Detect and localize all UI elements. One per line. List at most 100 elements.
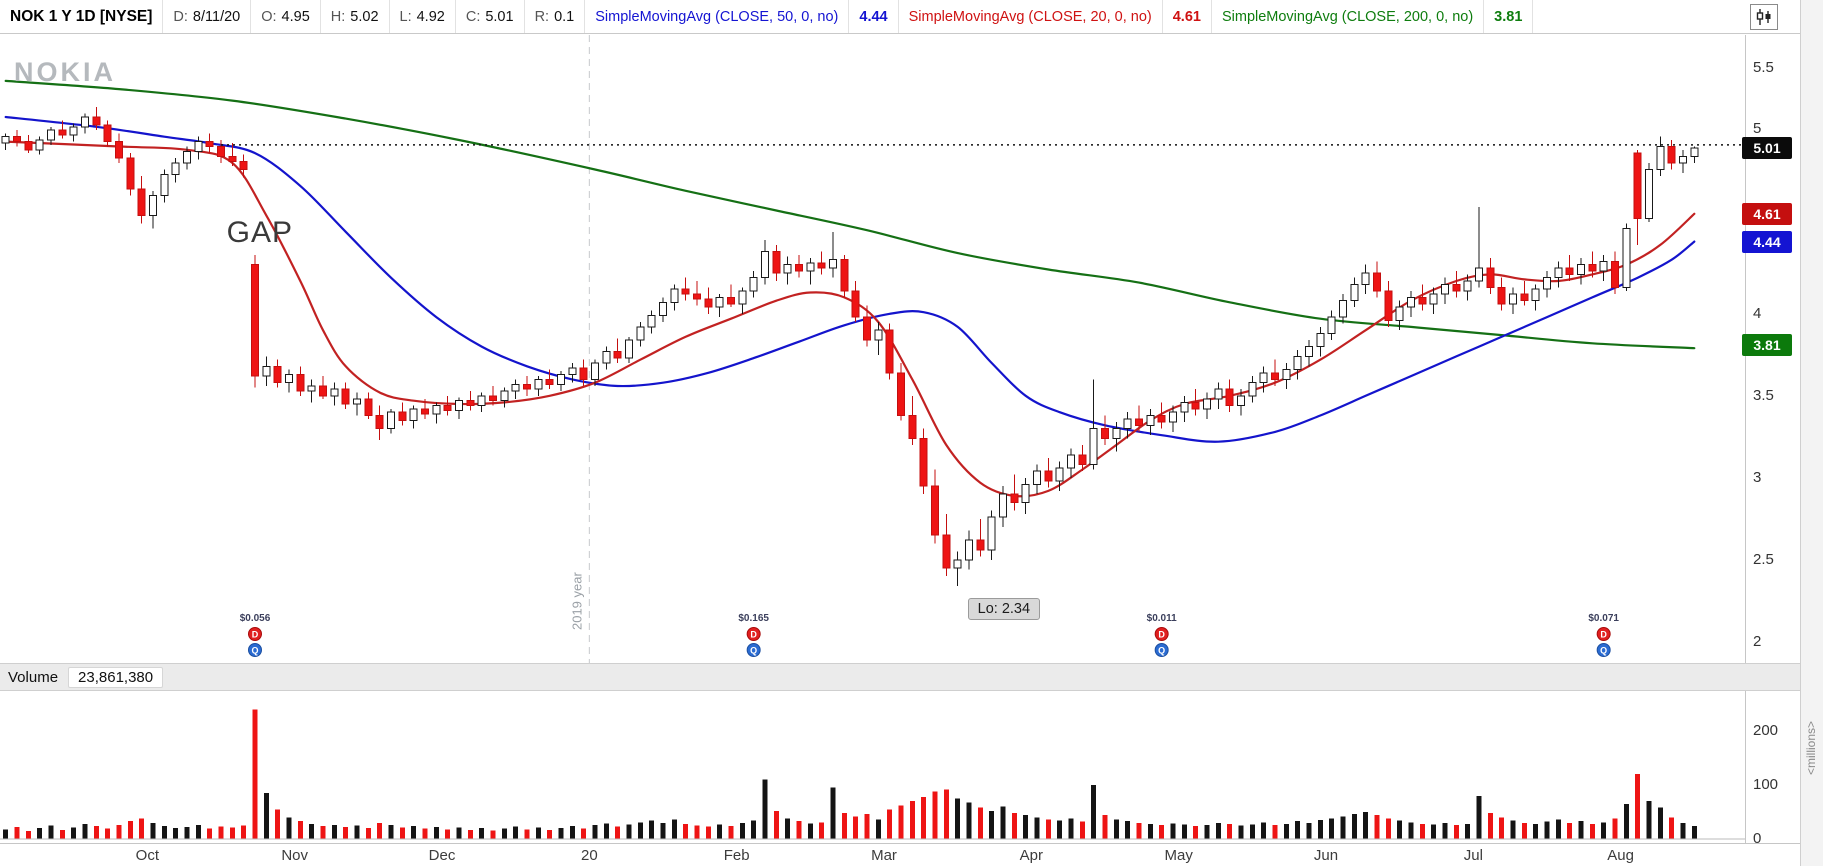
volume-bar	[1125, 821, 1131, 839]
volume-tick-0: 0	[1753, 830, 1762, 847]
candle	[126, 157, 135, 190]
candle	[1169, 411, 1177, 423]
dividend-icon[interactable]	[248, 627, 262, 641]
volume-bar	[59, 829, 65, 839]
candle	[534, 378, 543, 390]
earnings-icon[interactable]	[746, 643, 761, 657]
dividend-icon[interactable]	[1596, 627, 1611, 641]
indicator-value-sma200: 3.81	[1484, 0, 1534, 33]
volume-bar	[1045, 819, 1051, 839]
volume-bar	[717, 824, 723, 839]
candle	[1293, 355, 1302, 371]
volume-bar	[1589, 823, 1595, 839]
price-axis[interactable]: 5.5 5 4 3.5 3 2.5 2 5.01 4.61 4.44 3.81	[1742, 35, 1800, 663]
indicator-label-sma20[interactable]: SimpleMovingAvg (CLOSE, 20, 0, no)	[899, 0, 1163, 33]
candle	[1667, 146, 1676, 164]
volume-bar	[82, 823, 88, 839]
volume-bar	[252, 709, 258, 839]
candle	[1339, 300, 1347, 318]
indicator-label-sma200[interactable]: SimpleMovingAvg (CLOSE, 200, 0, no)	[1212, 0, 1485, 33]
candle	[398, 411, 407, 421]
volume-bar	[796, 821, 802, 839]
volume-bar	[1623, 803, 1629, 839]
volume-bar	[1385, 818, 1391, 839]
candle	[1282, 369, 1291, 380]
candle	[1237, 395, 1245, 407]
dividend-icon[interactable]	[746, 627, 761, 641]
candle	[160, 173, 169, 197]
price-chart-canvas[interactable]: 2019 year$0.056DQ$0.165DQ$0.011DQ$0.071D…	[0, 35, 1745, 663]
candle	[908, 414, 917, 439]
dividend-amount-label: $0.165	[738, 613, 769, 624]
volume-bar	[139, 818, 145, 839]
candle	[625, 339, 633, 359]
volume-bar	[331, 824, 337, 839]
volume-bar	[966, 802, 972, 839]
candle	[1441, 283, 1449, 295]
volume-bar	[184, 827, 190, 839]
dividend-icon[interactable]	[1154, 627, 1169, 641]
volume-bar	[218, 826, 224, 839]
candle	[636, 326, 645, 341]
indicator-label-sma50[interactable]: SimpleMovingAvg (CLOSE, 50, 0, no)	[585, 0, 850, 33]
volume-bar	[1476, 795, 1482, 839]
candle	[443, 405, 452, 412]
candle	[987, 516, 996, 551]
month-label-20: 20	[580, 847, 598, 864]
candle	[1112, 428, 1121, 439]
candle	[579, 367, 588, 380]
candle	[1089, 428, 1098, 466]
volume-bar	[116, 824, 122, 839]
dividend-amount-label: $0.056	[240, 613, 271, 624]
volume-bar	[989, 810, 995, 839]
candle	[1214, 388, 1223, 400]
candle	[727, 296, 735, 305]
candle	[1327, 316, 1336, 334]
volume-axis[interactable]: 200 100 0	[1745, 691, 1800, 847]
price-tick-5: 5	[1753, 120, 1762, 138]
volume-bar	[1079, 821, 1085, 839]
earnings-icon[interactable]	[248, 643, 262, 657]
earnings-icon[interactable]	[1596, 643, 1611, 657]
volume-bar	[354, 825, 360, 839]
volume-pane[interactable]	[0, 691, 1745, 843]
volume-chart-canvas[interactable]	[0, 691, 1745, 843]
month-label-Dec: Dec	[428, 847, 456, 864]
candle	[1248, 382, 1257, 397]
volume-bar	[1635, 774, 1641, 839]
earnings-icon[interactable]	[1154, 643, 1169, 657]
candle	[568, 367, 577, 375]
candle	[1577, 264, 1585, 275]
volume-bar	[1272, 824, 1278, 839]
month-label-Feb: Feb	[723, 847, 750, 864]
candle	[1373, 272, 1381, 292]
volume-bar	[309, 823, 315, 839]
price-badge-4.61: 4.61	[1742, 202, 1792, 225]
month-label-Jun: Jun	[1313, 847, 1339, 864]
volume-bar	[807, 823, 813, 839]
candle	[647, 314, 656, 328]
volume-bar	[161, 826, 167, 839]
candle	[1384, 290, 1393, 321]
candle	[1486, 267, 1495, 289]
candle	[885, 329, 894, 374]
time-axis[interactable]: Oct Nov Dec 20 Feb Mar Apr May Jun Jul Aug	[0, 843, 1800, 866]
chart-style-button[interactable]	[1750, 4, 1778, 30]
candle	[681, 288, 690, 295]
candle	[1361, 272, 1370, 285]
candle	[466, 400, 475, 407]
volume-bar	[773, 810, 779, 839]
volume-bar	[1204, 824, 1210, 839]
right-scroll-strip[interactable]: <millions>	[1800, 0, 1823, 866]
volume-bar	[1102, 815, 1108, 839]
volume-bar	[898, 805, 904, 839]
volume-bar	[603, 823, 609, 839]
symbol-label[interactable]: NOK 1 Y 1D [NYSE]	[0, 0, 164, 33]
price-pane[interactable]: 2019 year $0.056 D Q $0.165 D Q $0.011 D Q $0.071 D…	[0, 35, 1745, 663]
month-label-Aug: Aug	[1607, 847, 1635, 864]
volume-bar	[1057, 820, 1063, 839]
candle	[1135, 418, 1143, 426]
candle	[1497, 287, 1506, 305]
volume-bar	[343, 827, 349, 839]
price-badge-5.01: 5.01	[1742, 137, 1792, 160]
